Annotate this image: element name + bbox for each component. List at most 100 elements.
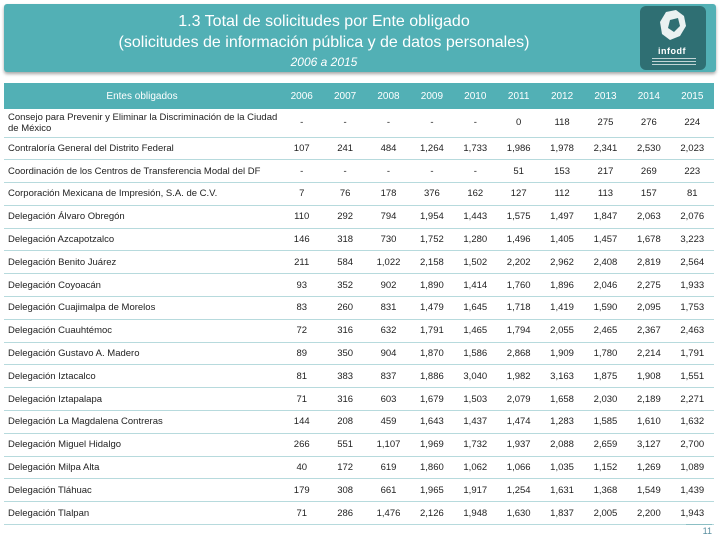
value-cell: 1,503 xyxy=(453,387,497,412)
value-cell: 1,107 xyxy=(366,433,411,457)
value-cell: 376 xyxy=(410,182,454,206)
column-header-entity: Entes obligados xyxy=(4,83,281,109)
value-cell: 2,465 xyxy=(583,319,628,343)
value-cell: 1,732 xyxy=(453,433,497,457)
value-cell: 1,917 xyxy=(453,478,497,503)
value-cell: 107 xyxy=(280,137,324,161)
value-cell: 2,126 xyxy=(410,501,454,526)
value-cell: 794 xyxy=(366,205,411,229)
value-cell: 276 xyxy=(627,109,671,138)
value-cell: 51 xyxy=(496,159,541,184)
entity-name-cell: Delegación Cuauhtémoc xyxy=(4,319,281,343)
value-cell: 146 xyxy=(280,228,324,252)
entity-name-cell: Delegación Milpa Alta xyxy=(4,456,281,480)
value-cell: 266 xyxy=(280,433,324,457)
column-header-year: 2013 xyxy=(583,83,628,109)
value-cell: 2,659 xyxy=(583,433,628,457)
value-cell: 316 xyxy=(323,319,367,343)
value-cell: 0 xyxy=(496,109,541,138)
value-cell: 1,035 xyxy=(540,456,584,480)
value-cell: 2,408 xyxy=(583,250,628,275)
value-cell: 1,948 xyxy=(453,501,497,526)
entity-name-cell: Delegación Iztapalapa xyxy=(4,387,281,412)
table-row: Delegación Cuajimalpa de Morelos 83 260 831… xyxy=(4,296,714,320)
value-cell: 2,530 xyxy=(627,137,671,161)
entity-name-cell: Delegación Gustavo A. Madero xyxy=(4,342,281,366)
table-header-row: Entes obligados 2006 2007 2008 2009 2010 2011… xyxy=(4,83,714,109)
value-cell: 1,437 xyxy=(453,410,497,434)
value-cell: 619 xyxy=(366,456,411,480)
value-cell: - xyxy=(453,159,497,184)
value-cell: 1,496 xyxy=(496,228,541,252)
column-header-year: 2011 xyxy=(496,83,541,109)
value-cell: 1,847 xyxy=(583,205,628,229)
entity-name-cell: Delegación Tlalpan xyxy=(4,501,281,526)
value-cell: 1,590 xyxy=(583,296,628,320)
entity-name-cell: Delegación Iztacalco xyxy=(4,364,281,389)
value-cell: 2,046 xyxy=(583,273,628,298)
value-cell: - xyxy=(323,109,367,138)
value-cell: 1,551 xyxy=(670,364,714,389)
value-cell: 484 xyxy=(366,137,411,161)
table-row: Contraloría General del Distrito Federal… xyxy=(4,137,714,161)
entity-name-cell: Delegación Cuajimalpa de Morelos xyxy=(4,296,281,320)
value-cell: 1,368 xyxy=(583,478,628,503)
entity-name-cell: Coordinación de los Centros de Transfere… xyxy=(4,159,281,184)
value-cell: 383 xyxy=(323,364,367,389)
page-title-line2: (solicitudes de información pública y de… xyxy=(118,34,530,51)
map-emblem-icon xyxy=(660,10,686,40)
entity-name-cell: Consejo para Prevenir y Eliminar la Disc… xyxy=(4,109,281,138)
value-cell: 1,066 xyxy=(496,456,541,480)
value-cell: 1,794 xyxy=(496,319,541,343)
value-cell: 2,202 xyxy=(496,250,541,275)
value-cell: 1,965 xyxy=(410,478,454,503)
value-cell: 2,868 xyxy=(496,342,541,366)
value-cell: 3,040 xyxy=(453,364,497,389)
value-cell: 352 xyxy=(323,273,367,298)
value-cell: 1,643 xyxy=(410,410,454,434)
value-cell: 632 xyxy=(366,319,411,343)
value-cell: 76 xyxy=(323,182,367,206)
entity-name-cell: Delegación La Magdalena Contreras xyxy=(4,410,281,434)
value-cell: 1,982 xyxy=(496,364,541,389)
value-cell: 1,264 xyxy=(410,137,454,161)
page-title: 1.3 Total de solicitudes por Ente obliga… xyxy=(178,13,470,30)
value-cell: 1,549 xyxy=(627,478,671,503)
value-cell: 2,189 xyxy=(627,387,671,412)
value-cell: 1,465 xyxy=(453,319,497,343)
value-cell: 2,076 xyxy=(670,205,714,229)
value-cell: 2,564 xyxy=(670,250,714,275)
value-cell: 1,752 xyxy=(410,228,454,252)
column-header-year: 2007 xyxy=(323,83,367,109)
value-cell: 2,200 xyxy=(627,501,671,526)
value-cell: 93 xyxy=(280,273,324,298)
value-cell: 831 xyxy=(366,296,411,320)
value-cell: 902 xyxy=(366,273,411,298)
value-cell: 172 xyxy=(323,456,367,480)
value-cell: 904 xyxy=(366,342,411,366)
value-cell: 292 xyxy=(323,205,367,229)
value-cell: 2,088 xyxy=(540,433,584,457)
value-cell: 1,062 xyxy=(453,456,497,480)
value-cell: 2,214 xyxy=(627,342,671,366)
value-cell: - xyxy=(366,109,411,138)
value-cell: 2,367 xyxy=(627,319,671,343)
value-cell: - xyxy=(366,159,411,184)
value-cell: 208 xyxy=(323,410,367,434)
value-cell: 551 xyxy=(323,433,367,457)
value-cell: 2,463 xyxy=(670,319,714,343)
value-cell: 1,937 xyxy=(496,433,541,457)
value-cell: 1,474 xyxy=(496,410,541,434)
value-cell: 1,089 xyxy=(670,456,714,480)
column-header-year: 2015 xyxy=(670,83,714,109)
value-cell: 217 xyxy=(583,159,628,184)
value-cell: 1,632 xyxy=(670,410,714,434)
value-cell: 1,476 xyxy=(366,501,411,526)
value-cell: 1,678 xyxy=(627,228,671,252)
value-cell: 1,870 xyxy=(410,342,454,366)
table-row: Delegación Gustavo A. Madero 89 350 904 1,87… xyxy=(4,342,714,366)
value-cell: 71 xyxy=(280,501,324,526)
value-cell: 1,890 xyxy=(410,273,454,298)
column-header-year: 2010 xyxy=(453,83,497,109)
entity-name-cell: Delegación Azcapotzalco xyxy=(4,228,281,252)
